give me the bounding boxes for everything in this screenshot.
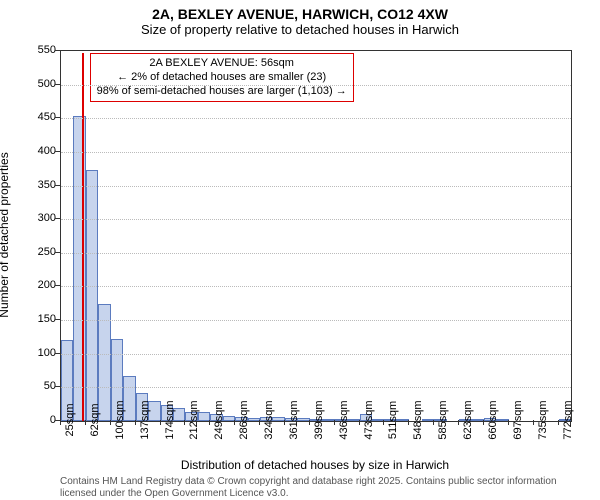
- x-tick-mark: [458, 420, 459, 425]
- y-tick-mark: [55, 151, 60, 152]
- chart-subtitle: Size of property relative to detached ho…: [0, 22, 600, 37]
- x-tick-mark: [334, 420, 335, 425]
- x-tick-label: 62sqm: [89, 403, 101, 436]
- x-tick-label: 324sqm: [263, 400, 275, 439]
- gridline: [61, 387, 571, 388]
- gridline: [61, 253, 571, 254]
- x-tick-label: 436sqm: [338, 400, 350, 439]
- y-tick-label: 250: [22, 246, 56, 258]
- callout-line-3: 98% of semi-detached houses are larger (…: [97, 85, 347, 99]
- y-tick-mark: [55, 252, 60, 253]
- x-tick-label: 660sqm: [487, 400, 499, 439]
- gridline: [61, 286, 571, 287]
- y-tick-mark: [55, 420, 60, 421]
- y-tick-mark: [55, 185, 60, 186]
- chart-title: 2A, BEXLEY AVENUE, HARWICH, CO12 4XW: [0, 6, 600, 22]
- y-tick-label: 300: [22, 212, 56, 224]
- x-axis-label: Distribution of detached houses by size …: [60, 458, 570, 472]
- x-tick-mark: [533, 420, 534, 425]
- gridline: [61, 186, 571, 187]
- x-tick-mark: [359, 420, 360, 425]
- x-tick-mark: [85, 420, 86, 425]
- gridline: [61, 85, 571, 86]
- y-tick-label: 0: [22, 414, 56, 426]
- chart-title-block: 2A, BEXLEY AVENUE, HARWICH, CO12 4XW Siz…: [0, 0, 600, 37]
- x-tick-mark: [60, 420, 61, 425]
- x-tick-label: 174sqm: [164, 400, 176, 439]
- x-tick-label: 399sqm: [313, 400, 325, 439]
- x-tick-mark: [433, 420, 434, 425]
- x-tick-label: 585sqm: [437, 400, 449, 439]
- y-axis-label: Number of detached properties: [0, 50, 11, 420]
- subject-property-callout: 2A BEXLEY AVENUE: 56sqm ← 2% of detached…: [90, 53, 354, 102]
- y-tick-mark: [55, 319, 60, 320]
- x-tick-mark: [383, 420, 384, 425]
- y-tick-mark: [55, 84, 60, 85]
- x-tick-label: 623sqm: [462, 400, 474, 439]
- bars-layer: [61, 51, 571, 421]
- y-tick-mark: [55, 117, 60, 118]
- gridline: [61, 152, 571, 153]
- x-tick-mark: [135, 420, 136, 425]
- x-tick-label: 100sqm: [114, 400, 126, 439]
- callout-line-1: 2A BEXLEY AVENUE: 56sqm: [97, 57, 347, 71]
- y-tick-label: 450: [22, 111, 56, 123]
- y-tick-label: 100: [22, 347, 56, 359]
- gridline: [61, 320, 571, 321]
- y-tick-label: 400: [22, 145, 56, 157]
- x-tick-mark: [160, 420, 161, 425]
- y-tick-mark: [55, 218, 60, 219]
- y-tick-label: 350: [22, 179, 56, 191]
- x-tick-mark: [408, 420, 409, 425]
- x-tick-label: 548sqm: [412, 400, 424, 439]
- x-tick-mark: [110, 420, 111, 425]
- subject-property-marker: [82, 53, 84, 421]
- x-tick-label: 286sqm: [238, 400, 250, 439]
- plot-area: 2A BEXLEY AVENUE: 56sqm ← 2% of detached…: [60, 50, 572, 422]
- x-tick-label: 772sqm: [562, 400, 574, 439]
- histogram-bar: [73, 116, 85, 421]
- x-tick-mark: [483, 420, 484, 425]
- y-tick-mark: [55, 285, 60, 286]
- x-tick-label: 137sqm: [139, 400, 151, 439]
- x-tick-label: 25sqm: [64, 403, 76, 436]
- x-tick-mark: [209, 420, 210, 425]
- gridline: [61, 354, 571, 355]
- x-tick-label: 249sqm: [213, 400, 225, 439]
- y-tick-mark: [55, 386, 60, 387]
- x-tick-label: 473sqm: [363, 400, 375, 439]
- x-tick-mark: [558, 420, 559, 425]
- x-tick-mark: [284, 420, 285, 425]
- attribution-text: Contains HM Land Registry data © Crown c…: [60, 476, 570, 500]
- x-tick-label: 511sqm: [387, 401, 399, 439]
- y-tick-label: 50: [22, 380, 56, 392]
- x-tick-mark: [508, 420, 509, 425]
- x-tick-label: 361sqm: [288, 400, 300, 439]
- x-tick-label: 735sqm: [537, 400, 549, 439]
- y-tick-label: 500: [22, 78, 56, 90]
- y-tick-mark: [55, 353, 60, 354]
- y-tick-label: 200: [22, 279, 56, 291]
- x-tick-label: 697sqm: [512, 400, 524, 439]
- property-size-histogram: 2A, BEXLEY AVENUE, HARWICH, CO12 4XW Siz…: [0, 0, 600, 500]
- x-tick-mark: [234, 420, 235, 425]
- gridline: [61, 219, 571, 220]
- gridline: [61, 118, 571, 119]
- y-tick-mark: [55, 50, 60, 51]
- y-tick-label: 150: [22, 313, 56, 325]
- x-tick-mark: [309, 420, 310, 425]
- y-tick-label: 550: [22, 44, 56, 56]
- histogram-bar: [86, 170, 98, 421]
- x-tick-mark: [259, 420, 260, 425]
- x-tick-mark: [184, 420, 185, 425]
- callout-line-2: ← 2% of detached houses are smaller (23): [97, 71, 347, 85]
- x-tick-label: 212sqm: [188, 400, 200, 439]
